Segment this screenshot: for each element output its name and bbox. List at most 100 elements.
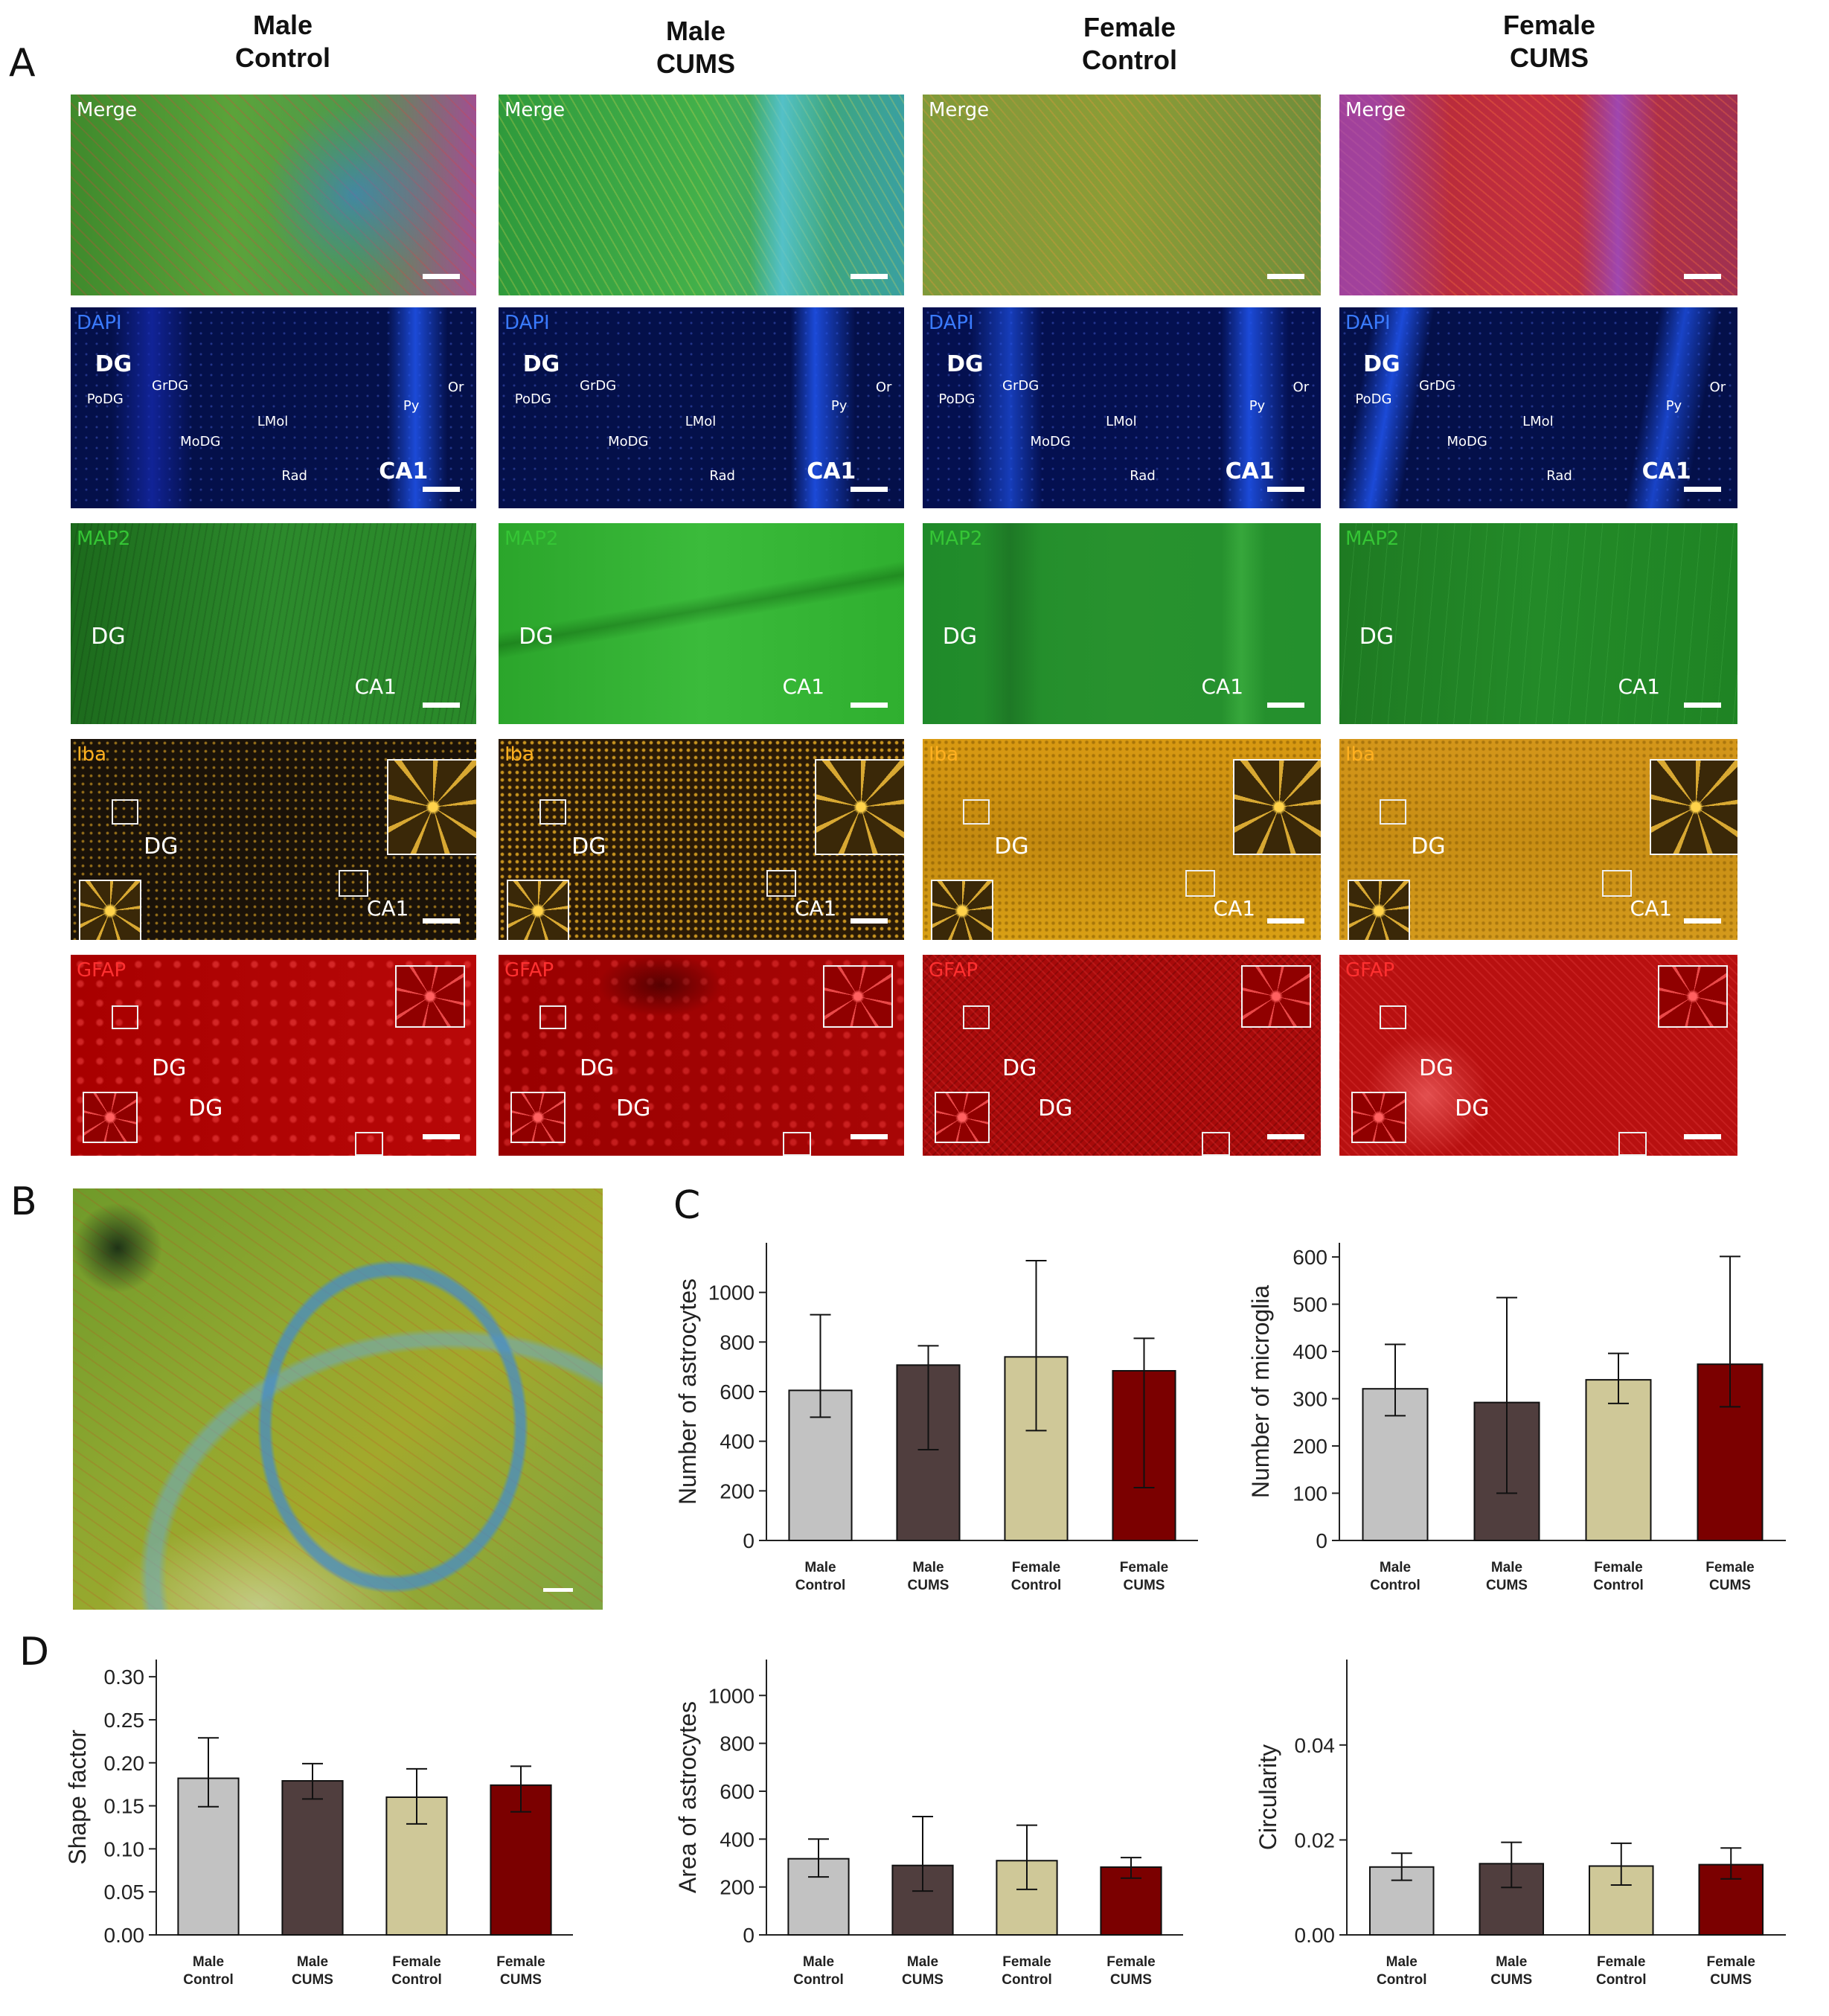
roi-box	[1201, 1131, 1230, 1156]
x-tick-label: Female	[1106, 1954, 1155, 1970]
x-tick-label: Male	[1491, 1560, 1522, 1575]
region-label-dg: DG	[942, 624, 978, 650]
x-tick-label: CUMS	[1490, 1972, 1532, 1988]
roi-box	[539, 799, 566, 825]
region-label-podg: PoDG	[938, 391, 976, 408]
micrograph-iba-female-control: Iba DG CA1	[923, 739, 1321, 940]
y-tick-label: 300	[1293, 1388, 1327, 1411]
region-label-dg: DG	[522, 351, 560, 378]
y-tick-label: 0	[743, 1529, 755, 1552]
region-label-rad: Rad	[709, 468, 735, 484]
channel-label: Iba	[929, 743, 959, 766]
micrograph-map2-male-cums: MAP2 DG CA1	[499, 523, 904, 724]
region-label-dg: DG	[946, 351, 984, 378]
channel-label: Merge	[77, 99, 138, 121]
scale-bar	[423, 918, 460, 924]
region-label-dg: DG	[91, 624, 126, 650]
zoom-inset	[1351, 1091, 1407, 1143]
y-axis-label: Shape factor	[64, 1729, 91, 1865]
zoom-inset	[1650, 759, 1737, 855]
y-tick-label: 200	[1293, 1435, 1327, 1458]
y-tick-label: 0	[1316, 1529, 1327, 1552]
scale-bar	[1267, 703, 1304, 708]
channel-label: DAPI	[505, 312, 550, 334]
scale-bar	[851, 918, 888, 924]
channel-label: Iba	[77, 743, 107, 766]
roi-box	[111, 1005, 138, 1029]
y-tick-label: 0.00	[104, 1924, 145, 1947]
panel-letter-b: B	[10, 1180, 37, 1224]
region-label-dg: DG	[1411, 833, 1446, 860]
region-label-or: Or	[875, 380, 892, 396]
channel-label: Merge	[505, 99, 566, 121]
column-title-male-control: Male Control	[235, 10, 330, 73]
region-label-grdg: GrDG	[152, 377, 189, 394]
channel-label: GFAP	[929, 959, 978, 982]
zoom-inset	[395, 964, 465, 1028]
micrograph-merge-male-control: Merge	[71, 95, 476, 295]
x-tick-label: Female	[1594, 1560, 1642, 1575]
region-label-ca1: CA1	[354, 673, 397, 699]
roi-box	[766, 869, 796, 897]
roi-box	[354, 1131, 383, 1156]
scale-bar	[1684, 703, 1721, 708]
scale-bar	[851, 703, 888, 708]
roi-box	[1379, 799, 1406, 825]
region-label-dg: DG	[1419, 1055, 1454, 1081]
x-tick-label: Male	[297, 1954, 328, 1970]
region-label-ca1: CA1	[1225, 458, 1275, 484]
scale-bar	[423, 1134, 460, 1139]
scale-bar	[1267, 274, 1304, 279]
micrograph-dapi-female-cums: DAPI DG PoDG GrDG MoDG LMol Rad Py Or CA1	[1339, 307, 1737, 508]
region-label-dg: DG	[1359, 624, 1394, 650]
x-tick-label: Female	[1002, 1954, 1051, 1970]
scale-bar	[1684, 487, 1721, 492]
y-tick-label: 600	[1293, 1246, 1327, 1269]
x-tick-label: CUMS	[908, 1578, 949, 1593]
scale-bar	[1684, 274, 1721, 279]
x-tick-label: Male	[1380, 1560, 1411, 1575]
channel-label: MAP2	[77, 528, 131, 550]
region-label-ca1: CA1	[1618, 673, 1661, 699]
x-tick-label: Female	[1597, 1954, 1645, 1970]
y-tick-label: 0.00	[1295, 1924, 1336, 1947]
y-tick-label: 0.02	[1295, 1828, 1336, 1852]
y-tick-label: 0.05	[104, 1881, 145, 1904]
scale-bar	[851, 1134, 888, 1139]
region-label-dg: DG	[519, 624, 554, 650]
roi-box	[1618, 1131, 1647, 1156]
region-label-ca1: CA1	[794, 895, 837, 921]
panel-letter-a: A	[9, 41, 36, 86]
region-label-ca1: CA1	[1201, 673, 1244, 699]
region-label-dg: DG	[580, 1055, 615, 1081]
x-tick-label: Female	[1707, 1954, 1755, 1970]
scale-bar	[1267, 1134, 1304, 1139]
x-tick-label: Control	[183, 1972, 234, 1988]
x-tick-label: Control	[1011, 1578, 1062, 1593]
channel-label: Iba	[505, 743, 535, 766]
channel-label: DAPI	[77, 312, 122, 334]
x-tick-label: Female	[1120, 1560, 1168, 1575]
micrograph-map2-male-control: MAP2 DG CA1	[71, 523, 476, 724]
region-label-dg: DG	[1002, 1055, 1037, 1081]
y-tick-label: 600	[720, 1780, 755, 1803]
region-label-lmol: LMol	[1106, 414, 1137, 430]
region-label-or: Or	[447, 380, 464, 396]
zoom-inset	[935, 1091, 990, 1143]
region-label-dg: DG	[994, 833, 1029, 860]
zoom-inset	[1233, 759, 1321, 855]
region-label-dg: DG	[144, 833, 179, 860]
region-label-or: Or	[1709, 380, 1726, 396]
x-tick-label: Male	[804, 1560, 836, 1575]
region-label-modg: MoDG	[1030, 434, 1071, 450]
x-tick-label: Control	[1593, 1578, 1644, 1593]
x-tick-label: Control	[1596, 1972, 1647, 1988]
x-tick-label: CUMS	[1709, 1578, 1751, 1593]
region-label-py: Py	[403, 397, 420, 414]
region-label-ca1: CA1	[1630, 895, 1673, 921]
scale-bar	[423, 487, 460, 492]
panel-letter-d: D	[19, 1630, 50, 1674]
x-tick-label: Male	[193, 1954, 224, 1970]
zoom-inset	[510, 1091, 566, 1143]
scale-bar	[1684, 1134, 1721, 1139]
